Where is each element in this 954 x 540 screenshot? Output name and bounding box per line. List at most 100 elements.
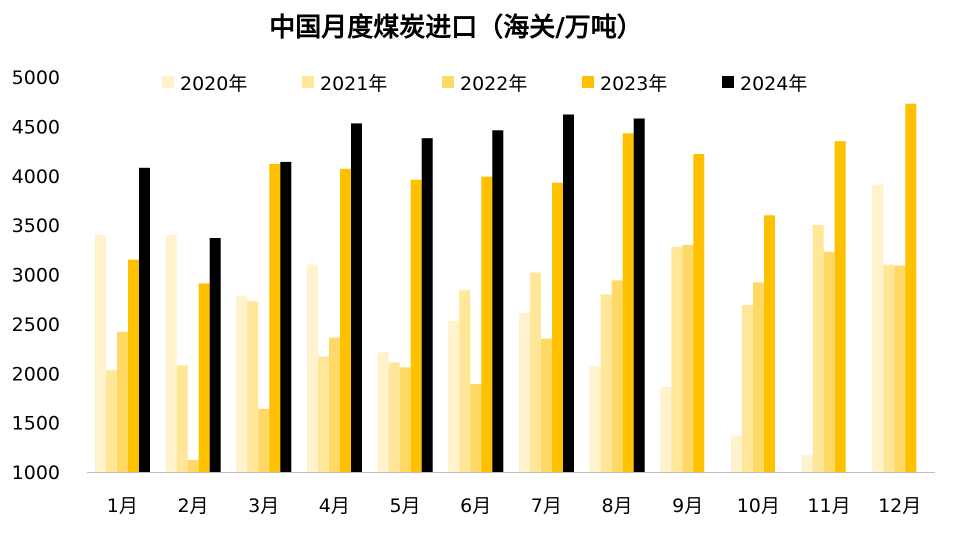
y-axis: 1000 1500 2000 2500 3000 3500 4000 4500 5000 — [12, 67, 60, 484]
bar — [139, 167, 150, 473]
bar — [812, 225, 824, 472]
bar — [872, 184, 884, 472]
bar — [519, 313, 530, 472]
bar — [448, 320, 460, 472]
x-tick-label: 10月 — [737, 495, 780, 517]
legend-item: 2024年 — [722, 73, 807, 95]
bar — [563, 114, 574, 472]
bar — [801, 455, 813, 472]
series-2 — [106, 225, 895, 473]
y-tick-label: 3500 — [12, 215, 60, 237]
bar — [492, 130, 504, 473]
bar — [693, 154, 705, 472]
bar — [307, 264, 318, 472]
bar — [530, 272, 541, 472]
legend-swatch — [722, 76, 734, 88]
chart-title: 中国月度煤炭进口（海关/万吨） — [269, 12, 643, 43]
bar — [340, 168, 351, 473]
legend-label: 2024年 — [740, 73, 807, 95]
legend-item: 2023年 — [582, 73, 667, 95]
x-tick-label: 5月 — [389, 495, 420, 517]
bar — [622, 133, 634, 473]
bar — [753, 282, 764, 472]
x-tick-label: 3月 — [248, 495, 279, 517]
bar — [280, 161, 292, 472]
legend-swatch — [582, 76, 594, 88]
legend-swatch — [162, 76, 174, 88]
y-tick-label: 4000 — [12, 166, 60, 188]
bar — [410, 179, 422, 472]
bar — [742, 305, 753, 472]
series-4 — [128, 103, 917, 473]
series-3 — [117, 244, 906, 472]
bar — [117, 331, 128, 472]
series-1 — [95, 184, 884, 472]
bar — [399, 367, 411, 472]
bar — [834, 141, 846, 472]
plot-area — [95, 103, 917, 473]
x-tick-label: 4月 — [319, 495, 350, 517]
x-tick-label: 7月 — [531, 495, 562, 517]
x-axis: 1月 2月 3月 4月 5月 6月 7月 8月 9月 10月 11月 12月 — [107, 495, 922, 517]
bar — [660, 387, 672, 472]
legend-label: 2022年 — [460, 73, 527, 95]
bar — [731, 435, 742, 472]
x-tick-label: 12月 — [878, 495, 921, 517]
bar — [269, 163, 281, 472]
bar — [633, 118, 645, 472]
bar — [198, 283, 210, 472]
bar — [470, 384, 482, 472]
bar — [236, 296, 248, 472]
bar — [421, 138, 433, 472]
y-tick-label: 3000 — [12, 265, 60, 287]
bar — [894, 265, 906, 472]
legend-swatch — [442, 76, 454, 88]
bar — [611, 280, 623, 472]
bar — [552, 182, 563, 472]
bar — [351, 123, 362, 473]
y-tick-label: 2000 — [12, 363, 60, 385]
legend-item: 2021年 — [302, 73, 387, 95]
bar — [258, 408, 270, 472]
legend-label: 2023年 — [600, 73, 667, 95]
y-tick-label: 5000 — [12, 67, 60, 89]
legend-label: 2020年 — [180, 73, 247, 95]
bar — [541, 338, 552, 472]
bar — [823, 251, 835, 472]
bar — [176, 365, 188, 472]
legend: 2020年 2021年 2022年 2023年 2024年 — [162, 73, 807, 95]
bar — [209, 238, 221, 472]
bar — [459, 290, 471, 472]
bar — [589, 366, 601, 472]
bar — [128, 259, 139, 472]
bar — [187, 460, 199, 472]
x-tick-label: 2月 — [177, 495, 208, 517]
bar — [883, 264, 895, 472]
legend-swatch — [302, 76, 314, 88]
bar — [329, 337, 340, 472]
x-tick-label: 6月 — [460, 495, 491, 517]
bar — [388, 362, 400, 472]
series-5 — [139, 114, 645, 473]
y-tick-label: 2500 — [12, 314, 60, 336]
bar — [481, 176, 493, 472]
x-tick-label: 11月 — [807, 495, 850, 517]
x-tick-label: 1月 — [107, 495, 138, 517]
bar — [682, 244, 694, 472]
legend-item: 2020年 — [162, 73, 247, 95]
bar — [764, 215, 775, 473]
bar — [95, 235, 106, 472]
bar — [106, 370, 117, 472]
bar — [318, 356, 329, 472]
bar — [905, 103, 917, 472]
legend-item: 2022年 — [442, 73, 527, 95]
bar — [247, 301, 259, 472]
bar — [377, 352, 389, 472]
y-tick-label: 1000 — [12, 462, 60, 484]
y-tick-label: 1500 — [12, 413, 60, 435]
y-tick-label: 4500 — [12, 116, 60, 138]
bar — [165, 235, 177, 472]
bar — [600, 294, 612, 473]
bar — [671, 246, 683, 472]
